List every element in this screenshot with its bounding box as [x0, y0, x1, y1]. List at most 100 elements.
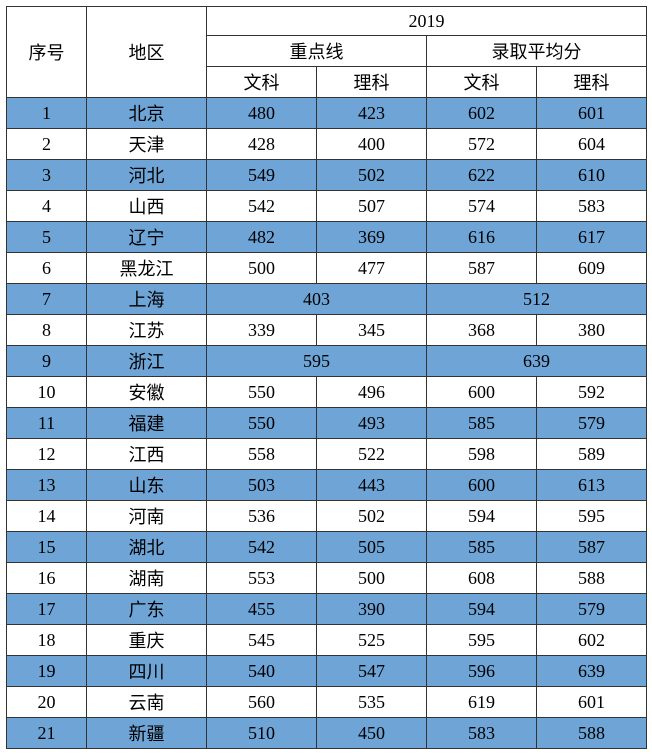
cell-av-li: 583	[537, 191, 647, 222]
cell-key-line-merged: 403	[207, 284, 427, 315]
cell-region: 山西	[87, 191, 207, 222]
cell-kl-li: 493	[317, 408, 427, 439]
cell-av-wen: 587	[427, 253, 537, 284]
cell-region: 河南	[87, 501, 207, 532]
cell-seq: 20	[7, 687, 87, 718]
cell-av-li: 588	[537, 718, 647, 749]
cell-av-wen: 595	[427, 625, 537, 656]
cell-kl-wen: 558	[207, 439, 317, 470]
cell-region: 云南	[87, 687, 207, 718]
cell-seq: 11	[7, 408, 87, 439]
cell-seq: 17	[7, 594, 87, 625]
cell-region: 四川	[87, 656, 207, 687]
table-body: 1北京4804236026012天津4284005726043河北5495026…	[7, 98, 647, 749]
cell-av-wen: 574	[427, 191, 537, 222]
header-seq: 序号	[7, 7, 87, 98]
cell-kl-wen: 550	[207, 377, 317, 408]
cell-region: 北京	[87, 98, 207, 129]
cell-kl-wen: 550	[207, 408, 317, 439]
cell-region: 重庆	[87, 625, 207, 656]
cell-region: 福建	[87, 408, 207, 439]
header-year: 2019	[207, 7, 647, 36]
cell-av-li: 595	[537, 501, 647, 532]
table-row: 21新疆510450583588	[7, 718, 647, 749]
cell-region: 天津	[87, 129, 207, 160]
cell-kl-wen: 542	[207, 532, 317, 563]
cell-seq: 16	[7, 563, 87, 594]
cell-kl-wen: 549	[207, 160, 317, 191]
cell-seq: 15	[7, 532, 87, 563]
cell-kl-li: 505	[317, 532, 427, 563]
header-region: 地区	[87, 7, 207, 98]
cell-av-wen: 598	[427, 439, 537, 470]
cell-seq: 21	[7, 718, 87, 749]
header-av-li: 理科	[537, 67, 647, 98]
table-row: 2天津428400572604	[7, 129, 647, 160]
cell-kl-wen: 540	[207, 656, 317, 687]
cell-region: 新疆	[87, 718, 207, 749]
table-row: 4山西542507574583	[7, 191, 647, 222]
cell-region: 上海	[87, 284, 207, 315]
cell-kl-wen: 510	[207, 718, 317, 749]
table-row: 8江苏339345368380	[7, 315, 647, 346]
cell-seq: 9	[7, 346, 87, 377]
cell-seq: 7	[7, 284, 87, 315]
cell-av-li: 613	[537, 470, 647, 501]
cell-seq: 3	[7, 160, 87, 191]
cell-region: 河北	[87, 160, 207, 191]
cell-seq: 8	[7, 315, 87, 346]
cell-av-wen: 594	[427, 594, 537, 625]
cell-kl-li: 477	[317, 253, 427, 284]
table-row: 17广东455390594579	[7, 594, 647, 625]
cell-region: 安徽	[87, 377, 207, 408]
cell-kl-li: 369	[317, 222, 427, 253]
cell-kl-wen: 482	[207, 222, 317, 253]
cell-kl-li: 450	[317, 718, 427, 749]
cell-av-wen: 616	[427, 222, 537, 253]
table-row: 1北京480423602601	[7, 98, 647, 129]
header-key-line: 重点线	[207, 36, 427, 67]
cell-av-wen: 585	[427, 532, 537, 563]
cell-kl-wen: 503	[207, 470, 317, 501]
cell-av-li: 610	[537, 160, 647, 191]
cell-region: 江西	[87, 439, 207, 470]
cell-kl-wen: 428	[207, 129, 317, 160]
cell-av-wen: 602	[427, 98, 537, 129]
cell-kl-li: 502	[317, 160, 427, 191]
header-avg-score: 录取平均分	[427, 36, 647, 67]
table-row: 14河南536502594595	[7, 501, 647, 532]
cell-kl-wen: 500	[207, 253, 317, 284]
cell-av-li: 579	[537, 408, 647, 439]
cell-kl-li: 547	[317, 656, 427, 687]
cell-kl-li: 522	[317, 439, 427, 470]
header-kl-wen: 文科	[207, 67, 317, 98]
cell-kl-wen: 553	[207, 563, 317, 594]
cell-seq: 18	[7, 625, 87, 656]
table-row: 6黑龙江500477587609	[7, 253, 647, 284]
cell-av-li: 588	[537, 563, 647, 594]
cell-seq: 4	[7, 191, 87, 222]
cell-kl-li: 400	[317, 129, 427, 160]
table-row: 19四川540547596639	[7, 656, 647, 687]
cell-av-wen: 585	[427, 408, 537, 439]
cell-kl-wen: 536	[207, 501, 317, 532]
header-av-wen: 文科	[427, 67, 537, 98]
cell-seq: 14	[7, 501, 87, 532]
cell-region: 广东	[87, 594, 207, 625]
cell-seq: 12	[7, 439, 87, 470]
cell-region: 湖北	[87, 532, 207, 563]
cell-seq: 13	[7, 470, 87, 501]
cell-avg-merged: 639	[427, 346, 647, 377]
cell-seq: 10	[7, 377, 87, 408]
table-row: 7上海403512	[7, 284, 647, 315]
table-header: 序号 地区 2019 重点线 录取平均分 文科 理科 文科 理科	[7, 7, 647, 98]
table-row: 13山东503443600613	[7, 470, 647, 501]
cell-seq: 1	[7, 98, 87, 129]
cell-av-li: 601	[537, 687, 647, 718]
cell-kl-wen: 339	[207, 315, 317, 346]
cell-region: 山东	[87, 470, 207, 501]
cell-kl-li: 535	[317, 687, 427, 718]
cell-av-wen: 622	[427, 160, 537, 191]
cell-seq: 6	[7, 253, 87, 284]
cell-region: 辽宁	[87, 222, 207, 253]
